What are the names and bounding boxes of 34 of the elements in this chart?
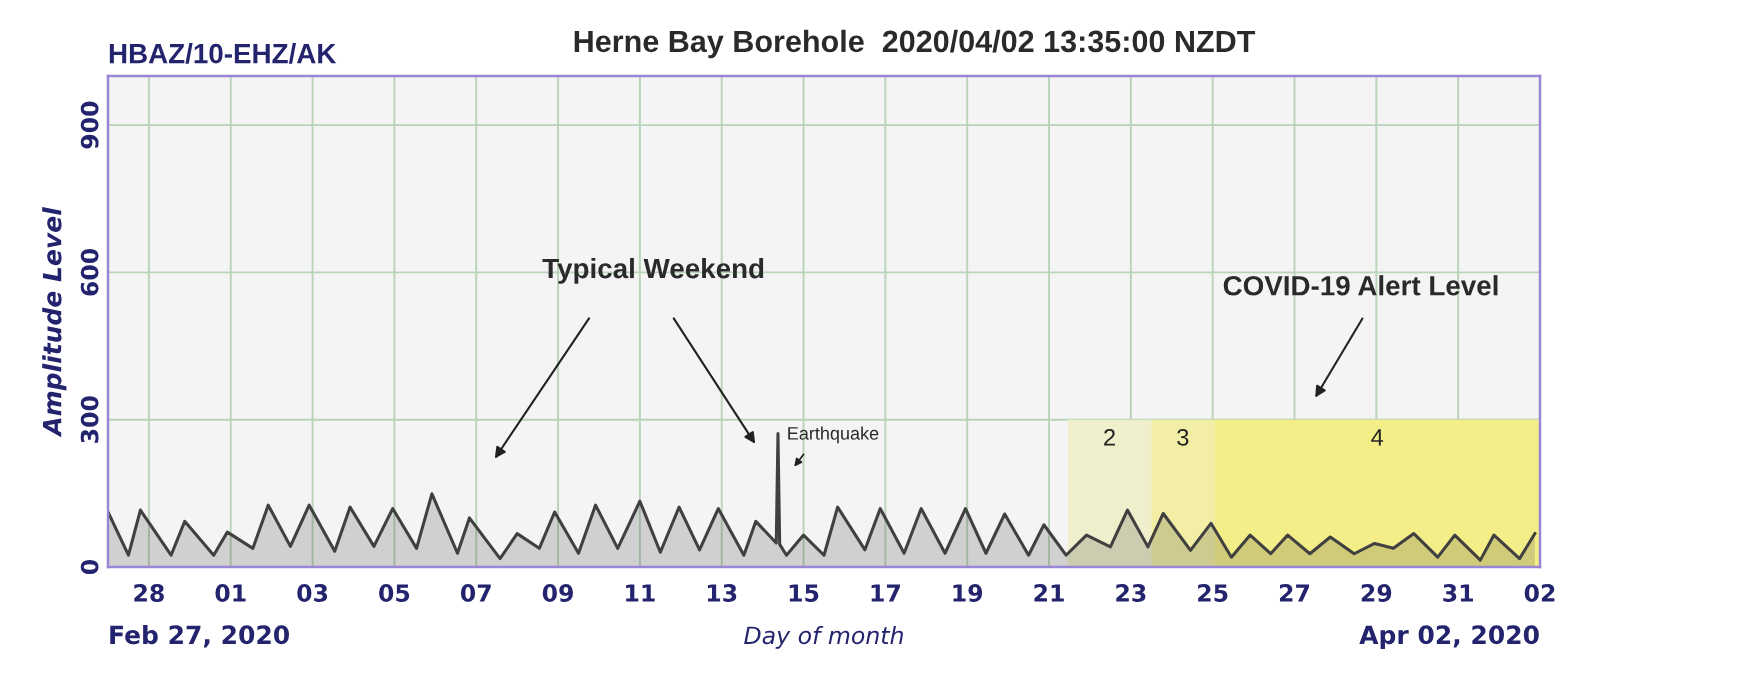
x-tick-label: 01 (215, 584, 246, 602)
x-tick-label: 07 (460, 584, 491, 602)
x-tick-label: 25 (1198, 584, 1228, 602)
x-tick-label: 28 (134, 584, 164, 602)
x-tick-label: 03 (297, 584, 328, 602)
chart-subtitle: HBAZ/10-EHZ/AK (109, 43, 337, 64)
y-tick-label: 0 (80, 559, 99, 575)
chart-title: Herne Bay Borehole 2020/04/02 13:35:00 NZDT (574, 29, 1256, 59)
x-tick-label: 02 (1524, 584, 1555, 602)
y-tick-label: 600 (80, 248, 99, 296)
band-label: 3 (1177, 428, 1189, 446)
y-tick-label: 900 (80, 101, 99, 149)
annotation: COVID-19 Alert Level (1223, 275, 1498, 296)
x-tick-label: 19 (953, 584, 983, 602)
x-tick-label: 21 (1034, 584, 1064, 602)
annotation: Earthquake (788, 426, 879, 444)
y-axis-title: Amplitude Level (42, 207, 67, 438)
x-tick-label: 15 (789, 584, 819, 602)
x-tick-label: 09 (542, 584, 573, 602)
annotation: Typical Weekend (542, 257, 764, 284)
text: Feb 27, 2020 (110, 624, 290, 648)
x-tick-label: 17 (871, 584, 900, 602)
x-tick-label: 05 (379, 584, 410, 602)
x-tick-label: 31 (1443, 584, 1473, 602)
x-tick-label: 27 (1279, 584, 1310, 602)
x-tick-label: 23 (1116, 584, 1146, 602)
x-tick-label: 13 (707, 584, 737, 602)
text: Apr 02, 2020 (1359, 625, 1539, 650)
band-label: 2 (1104, 428, 1115, 446)
y-tick-label: 300 (80, 396, 99, 443)
band-label: 4 (1371, 429, 1384, 446)
x-tick-label: 11 (626, 584, 655, 602)
x-axis-title: Day of month (744, 625, 903, 649)
x-tick-label: 29 (1361, 584, 1392, 602)
